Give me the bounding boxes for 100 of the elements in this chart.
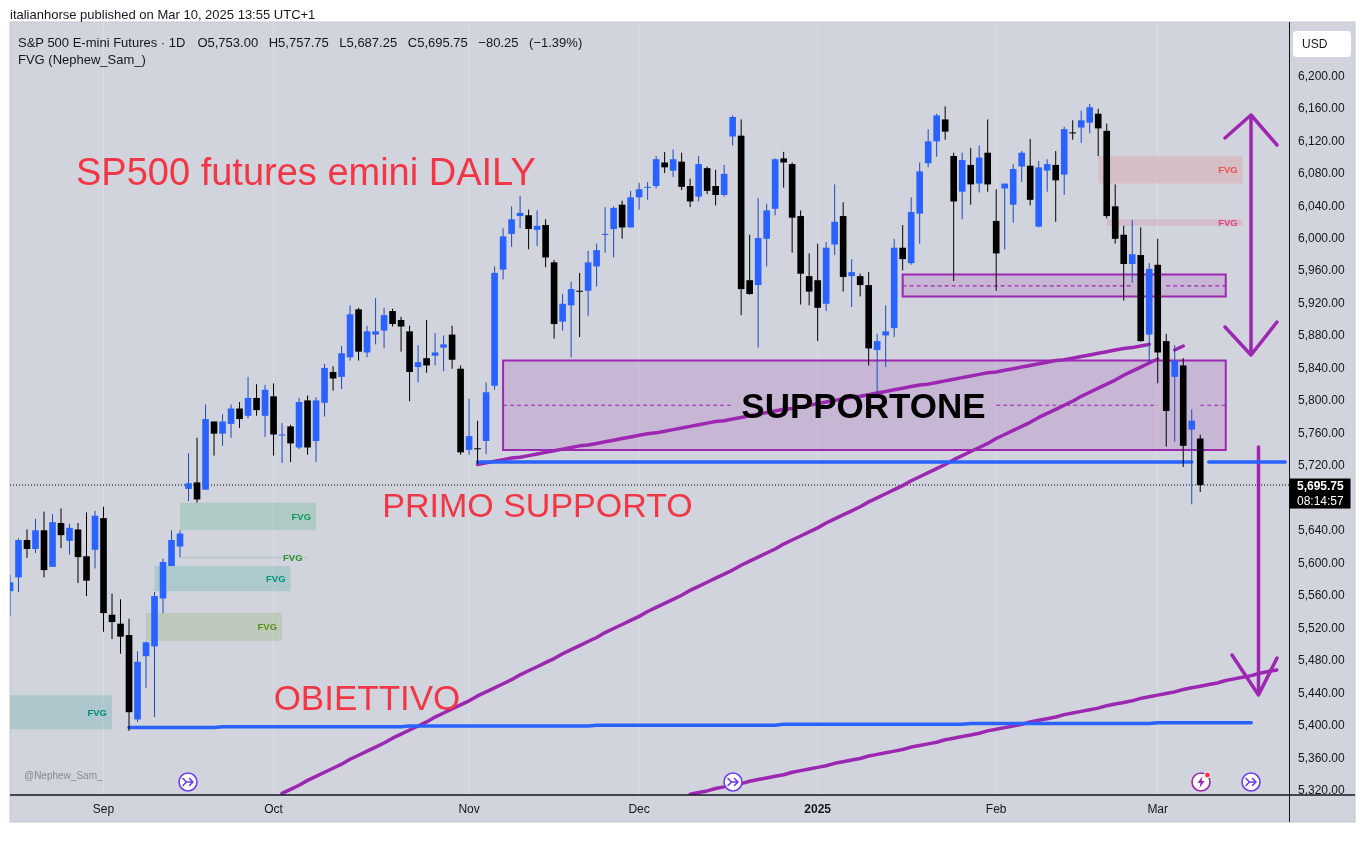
- candlestick: [703, 166, 711, 195]
- y-tick-label: 6,120.00: [1298, 133, 1346, 148]
- legend-label: FVG: [1218, 164, 1238, 176]
- text: italianhorse published on Mar 10, 2025 13:55 UTC+1: [10, 7, 316, 22]
- annotation: O5,753.00 H5,757.75 L5,687.25 C5,695.75 −80.25 (−1.39%): [197, 34, 583, 50]
- legend-label: FVG: [266, 573, 286, 585]
- candlestick: [474, 420, 481, 465]
- y-tick-label: 6,080.00: [1298, 166, 1346, 181]
- candlestick: [576, 272, 583, 338]
- y-tick-label: 5,720.00: [1298, 458, 1346, 473]
- y-tick-label: 5,640.00: [1298, 523, 1346, 538]
- candlestick: [610, 205, 617, 258]
- legend-label: FVG: [87, 706, 108, 718]
- annotation: @Nephew_Sam_: [24, 770, 103, 781]
- x-tick-label: Nov: [458, 801, 480, 816]
- candlestick: [32, 518, 39, 554]
- candlestick: [253, 383, 260, 417]
- y-tick-label: 5,520.00: [1298, 620, 1346, 635]
- line-series: [475, 342, 1151, 467]
- candlestick: [23, 528, 31, 559]
- candlestick: [941, 105, 949, 141]
- candlestick: [431, 332, 439, 366]
- candlestick: [967, 147, 974, 206]
- candlestick: [338, 345, 345, 390]
- candlestick: [117, 598, 124, 655]
- candlestick: [805, 252, 813, 306]
- x-tick-label: Dec: [628, 801, 650, 816]
- x-tick-label: Feb: [985, 801, 1007, 816]
- annotation: PRIMO SUPPORTO: [382, 486, 693, 524]
- candlestick: [1043, 158, 1051, 193]
- candlestick: [1128, 219, 1136, 284]
- candlestick: [1018, 150, 1026, 183]
- candlestick: [423, 319, 430, 374]
- candlestick: [1069, 119, 1077, 141]
- candlestick: [1052, 150, 1060, 223]
- text: 08:14:57: [1297, 494, 1345, 508]
- y-tick-label: 5,880.00: [1298, 328, 1346, 343]
- x-tick-label: 2025: [804, 801, 832, 816]
- candlestick: [780, 151, 787, 189]
- candlestick: [287, 424, 294, 463]
- candlestick: [746, 234, 753, 296]
- legend-label: FVG: [257, 621, 278, 633]
- y-tick-label: 6,040.00: [1298, 198, 1346, 213]
- candlestick: [176, 529, 184, 558]
- x-tick-label: Sep: [92, 801, 115, 816]
- candlestick: [219, 413, 226, 447]
- candlestick: [831, 183, 838, 256]
- candlestick: [525, 209, 532, 250]
- candlestick: [236, 401, 243, 429]
- text: S&P 500 E-mini Futures · 1D: [18, 34, 186, 50]
- y-tick-label: 5,480.00: [1298, 653, 1346, 668]
- candlestick: [1094, 108, 1102, 157]
- candlestick: [363, 325, 371, 358]
- candlestick: [924, 128, 932, 168]
- candlestick: [244, 376, 252, 419]
- annotation: OBIETTIVO: [273, 678, 461, 717]
- candlestick: [856, 273, 864, 297]
- candlestick: [465, 398, 473, 456]
- y-tick-label: 5,800.00: [1298, 393, 1346, 408]
- candlestick: [66, 523, 73, 556]
- candlestick: [559, 293, 566, 332]
- candlestick: [380, 307, 388, 349]
- text: FVG (Nephew_Sam_): [18, 51, 146, 67]
- candlestick: [873, 333, 881, 394]
- candlestick: [508, 205, 515, 248]
- legend-label: FVG: [1218, 217, 1238, 229]
- y-tick-label: 6,160.00: [1298, 101, 1346, 116]
- candlestick: [414, 344, 422, 384]
- candlestick: [661, 151, 668, 174]
- y-tick-label: 5,760.00: [1298, 425, 1346, 440]
- candlestick: [899, 224, 906, 271]
- candlestick: [142, 641, 150, 689]
- x-tick-label: Mar: [1147, 801, 1169, 816]
- legend-label: FVG: [291, 510, 312, 522]
- x-tick-label: Oct: [264, 801, 284, 816]
- candlestick: [669, 148, 677, 178]
- candlestick: [210, 420, 218, 457]
- candlestick: [712, 169, 719, 207]
- candlestick: [882, 304, 889, 368]
- y-tick-label: 5,440.00: [1298, 685, 1346, 700]
- annotation: SP500 futures emini DAILY: [76, 150, 536, 193]
- y-tick-label: 5,920.00: [1298, 295, 1346, 310]
- y-tick-label: 5,840.00: [1298, 360, 1346, 375]
- candlestick: [440, 334, 447, 372]
- y-tick-label: 5,600.00: [1298, 555, 1346, 570]
- y-tick-label: 5,400.00: [1298, 718, 1346, 733]
- y-tick-label: 5,560.00: [1298, 588, 1346, 603]
- y-tick-label: 5,960.00: [1298, 263, 1346, 278]
- candlestick: [1171, 344, 1179, 443]
- candlestick: [720, 164, 728, 198]
- candlestick: [593, 243, 600, 288]
- candlestick: [848, 258, 855, 308]
- ref-line-label: 5,695.75: [1297, 479, 1345, 494]
- legend-label: FVG: [283, 552, 303, 563]
- candlestick: [372, 297, 379, 345]
- y-axis-title: USD: [1302, 37, 1328, 51]
- candlestick: [185, 452, 192, 502]
- y-tick-label: 6,000.00: [1298, 230, 1346, 245]
- y-tick-label: 6,200.00: [1298, 68, 1346, 83]
- y-tick-label: 5,320.00: [1298, 783, 1346, 798]
